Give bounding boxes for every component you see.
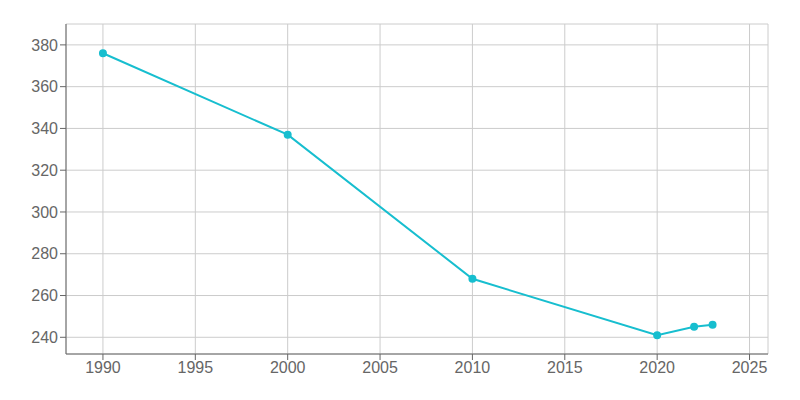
svg-text:2000: 2000 [270, 359, 306, 376]
svg-text:2010: 2010 [455, 359, 491, 376]
svg-text:320: 320 [31, 162, 58, 179]
svg-text:280: 280 [31, 245, 58, 262]
svg-text:340: 340 [31, 120, 58, 137]
svg-text:2005: 2005 [362, 359, 398, 376]
svg-text:2015: 2015 [547, 359, 583, 376]
svg-text:1995: 1995 [178, 359, 214, 376]
svg-text:2020: 2020 [639, 359, 675, 376]
svg-text:360: 360 [31, 78, 58, 95]
svg-text:380: 380 [31, 37, 58, 54]
svg-text:1990: 1990 [85, 359, 121, 376]
svg-text:260: 260 [31, 287, 58, 304]
svg-text:2025: 2025 [732, 359, 768, 376]
svg-text:300: 300 [31, 204, 58, 221]
svg-text:240: 240 [31, 329, 58, 346]
